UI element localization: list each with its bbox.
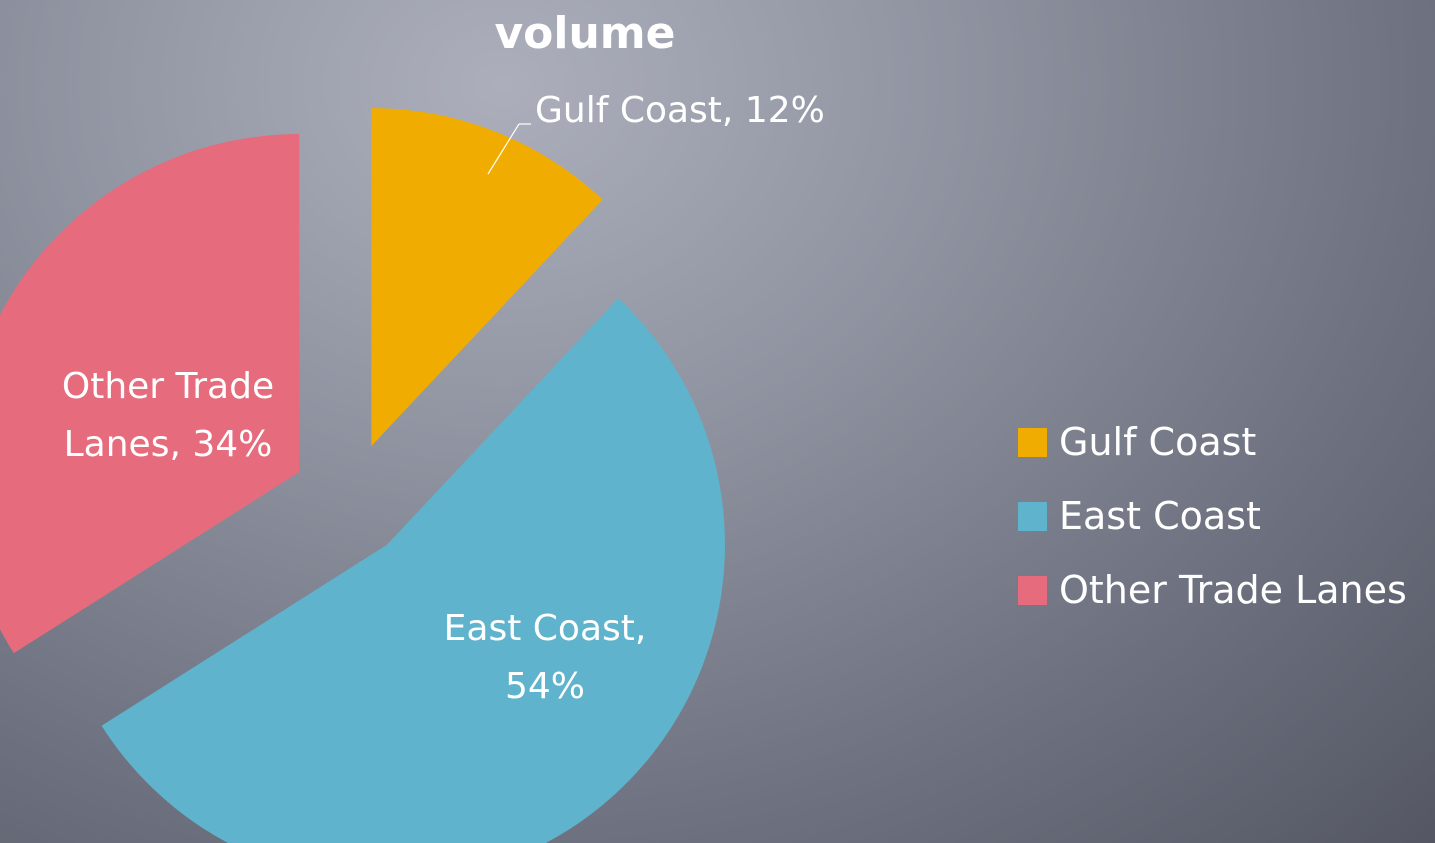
slice-label-other-trade-lanes: Other Trade Lanes, 34% <box>61 366 275 465</box>
legend-item-east-coast: East Coast <box>1018 479 1407 553</box>
pie-slice-east-coast <box>101 298 725 843</box>
legend-label: Other Trade Lanes <box>1059 568 1407 612</box>
legend-label: East Coast <box>1059 494 1261 538</box>
slice-label-gulf-coast: Gulf Coast, 12% <box>535 90 825 131</box>
pie-slice-other-trade-lanes <box>0 134 300 654</box>
legend-swatch <box>1018 427 1047 457</box>
pie-slice-gulf-coast <box>371 108 603 447</box>
gulf-coast-leader-line <box>487 123 520 175</box>
legend-swatch <box>1018 501 1047 531</box>
legend-swatch <box>1018 575 1047 605</box>
chart-legend: Gulf Coast East Coast Other Trade Lanes <box>1018 405 1407 627</box>
legend-item-gulf-coast: Gulf Coast <box>1018 405 1407 479</box>
legend-item-other-trade-lanes: Other Trade Lanes <box>1018 553 1407 627</box>
legend-label: Gulf Coast <box>1059 420 1257 464</box>
slice-label-east-coast: East Coast, 54% <box>443 608 647 707</box>
chart-title: volume <box>494 8 676 59</box>
